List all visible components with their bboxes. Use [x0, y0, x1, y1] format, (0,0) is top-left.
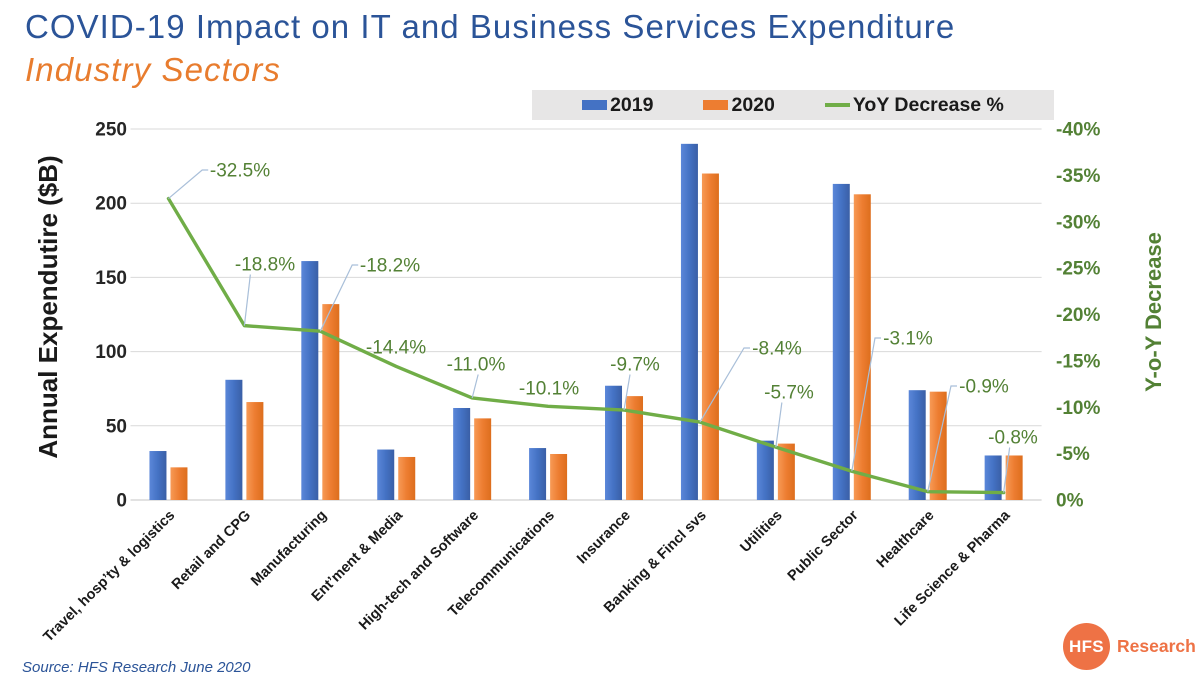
right-tick-label: -35% [1056, 166, 1100, 187]
bar-2020 [1005, 455, 1023, 500]
hfs-logo-circle-text: HFS [1069, 636, 1104, 656]
yoy-data-label: -10.1% [519, 379, 579, 400]
legend-item-yoy: YoY Decrease % [824, 93, 1004, 117]
bar-2020 [474, 418, 492, 500]
legend-label-yoy: YoY Decrease % [852, 93, 1004, 116]
right-axis-title: Y-o-Y Decrease [1141, 232, 1166, 392]
yoy-data-label: -5.7% [764, 383, 814, 404]
bar-2020 [246, 402, 264, 500]
yoy-data-label: -14.4% [366, 338, 426, 359]
bar-2020 [626, 396, 644, 500]
leader-line [319, 264, 359, 332]
category-label: Travel, hosp’ty & logistics [40, 508, 178, 646]
category-label: Public Sector [785, 507, 862, 584]
legend-label-2019: 2019 [610, 93, 654, 116]
leader-line [1003, 447, 1011, 493]
left-tick-label: 100 [95, 342, 127, 363]
bar-2019 [680, 143, 698, 500]
hfs-logo: HFS Research [1063, 623, 1196, 670]
bar-2020 [170, 467, 188, 500]
bar-2019 [908, 390, 926, 500]
yoy-data-label: -11.0% [447, 355, 506, 376]
category-label: Insurance [574, 508, 634, 568]
leader-line [851, 337, 881, 472]
source-note: Source: HFS Research June 2020 [22, 659, 251, 676]
hfs-logo-text: Research [1117, 636, 1196, 656]
bar-2019 [301, 261, 319, 500]
yoy-decrease-line [166, 196, 1006, 495]
hfs-logo-circle: HFS [1063, 623, 1110, 670]
bar-2020 [777, 443, 795, 500]
left-tick-label: 250 [95, 120, 127, 141]
bar-2020 [550, 453, 568, 500]
yoy-data-label: -0.8% [988, 428, 1038, 449]
legend-item-2020: 2020 [703, 93, 775, 117]
left-tick-label: 150 [95, 268, 127, 289]
legend-swatch-yoy-line [824, 103, 850, 107]
leader-line [471, 374, 479, 399]
right-tick-label: -5% [1056, 444, 1090, 465]
bar-2019 [377, 449, 395, 500]
legend-swatch-2020 [703, 100, 729, 110]
yoy-data-label: -8.4% [752, 339, 802, 360]
chart-title: COVID-19 Impact on IT and Business Servi… [25, 8, 956, 45]
bar-2020 [701, 173, 719, 500]
bar-2020 [853, 194, 871, 500]
right-tick-label: -10% [1056, 398, 1100, 419]
bar-2019 [832, 183, 850, 500]
yoy-data-label: -18.2% [360, 256, 420, 277]
legend-label-2020: 2020 [731, 93, 775, 116]
right-tick-label: -20% [1056, 305, 1100, 326]
right-tick-label: -30% [1056, 212, 1100, 233]
category-label: Retail and CPG [169, 508, 254, 593]
bar-2019 [756, 440, 774, 500]
yoy-data-label: -3.1% [883, 329, 933, 350]
bar-2020 [398, 456, 416, 500]
right-tick-label: -40% [1056, 120, 1100, 141]
chart-legend: 2019 2020 YoY Decrease % [532, 90, 1054, 120]
category-label: Healthcare [874, 508, 938, 572]
leader-line [699, 347, 750, 423]
right-tick-label: 0% [1056, 491, 1084, 512]
legend-item-2019: 2019 [582, 94, 653, 117]
yoy-data-label: -18.8% [235, 255, 295, 276]
right-tick-label: -15% [1056, 351, 1100, 372]
left-tick-label: 50 [106, 416, 127, 437]
bar-2019 [149, 451, 167, 500]
category-label: Manufacturing [248, 508, 330, 590]
leader-line [927, 385, 957, 492]
yoy-data-label: -0.9% [959, 377, 1009, 398]
left-tick-label: 0 [116, 491, 127, 512]
bar-2019 [529, 448, 547, 500]
category-label: Utilities [737, 508, 785, 556]
bar-2019 [453, 407, 471, 500]
leader-line [243, 274, 251, 326]
legend-swatch-2019 [582, 100, 608, 110]
left-axis-title: Annual Expendutire ($B) [33, 155, 63, 458]
bar-2019 [605, 385, 623, 500]
chart-subtitle: Industry Sectors [25, 51, 282, 88]
leader-line [168, 169, 209, 200]
yoy-data-label: -9.7% [610, 355, 660, 376]
bar-2020 [322, 304, 340, 500]
yoy-data-label: -32.5% [210, 161, 270, 182]
bar-2019 [984, 455, 1002, 500]
leader-line [775, 402, 783, 448]
right-tick-label: -25% [1056, 259, 1100, 280]
left-tick-label: 200 [95, 194, 127, 215]
bar-2019 [225, 379, 243, 500]
leader-line [623, 374, 631, 411]
